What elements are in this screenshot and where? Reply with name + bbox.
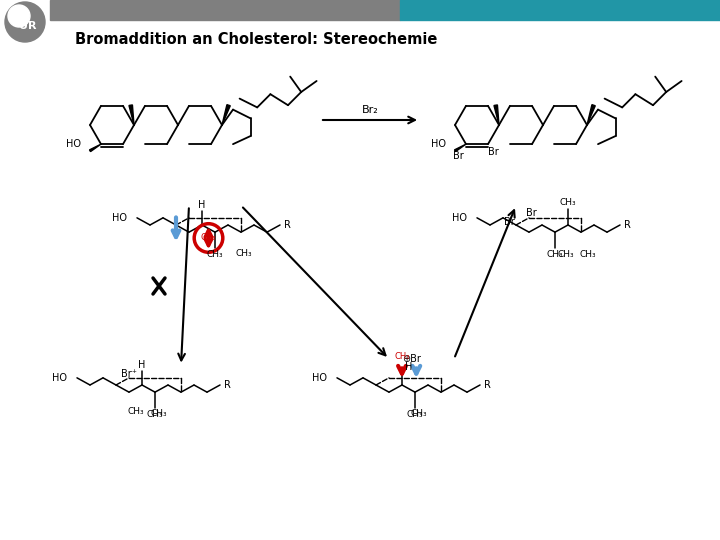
Polygon shape (587, 105, 595, 125)
Text: CH₃: CH₃ (150, 409, 167, 418)
Text: CH₃: CH₃ (559, 198, 576, 207)
Text: UR: UR (19, 21, 37, 31)
Bar (400, 0, 720, 20)
Text: H: H (198, 200, 206, 211)
Text: Br: Br (487, 147, 498, 157)
Text: R: R (624, 220, 631, 230)
Polygon shape (454, 144, 466, 152)
Polygon shape (129, 105, 134, 125)
Text: Br: Br (453, 151, 464, 161)
Text: Br⁺: Br⁺ (121, 369, 137, 379)
Polygon shape (494, 105, 499, 125)
Text: HO: HO (312, 373, 327, 383)
Text: CH₃: CH₃ (407, 410, 423, 420)
Text: CH₃: CH₃ (557, 251, 574, 259)
Text: CH₃: CH₃ (127, 407, 144, 415)
Polygon shape (89, 144, 101, 152)
Text: HO: HO (431, 139, 446, 149)
Text: HO: HO (66, 139, 81, 149)
Circle shape (8, 5, 30, 27)
Text: ⊕Br: ⊕Br (402, 354, 420, 364)
Text: R: R (284, 220, 291, 230)
Text: CH₃: CH₃ (395, 352, 410, 361)
Circle shape (5, 2, 45, 42)
Text: CH₃: CH₃ (207, 251, 223, 259)
Text: H: H (405, 362, 412, 372)
Text: CH₃: CH₃ (235, 249, 252, 258)
Text: HO: HO (451, 213, 467, 223)
Text: HO: HO (52, 373, 66, 383)
Text: CH₃: CH₃ (201, 233, 216, 242)
Text: Br: Br (526, 208, 537, 218)
Polygon shape (222, 105, 230, 125)
Text: CH₃: CH₃ (147, 410, 163, 420)
Text: CH₃: CH₃ (546, 251, 563, 259)
Text: Bromaddition an Cholesterol: Stereochemie: Bromaddition an Cholesterol: Stereochemi… (75, 32, 437, 48)
Text: HO: HO (112, 213, 127, 223)
Bar (50, 0, 400, 20)
Text: H: H (138, 361, 145, 370)
Text: Br₂: Br₂ (361, 105, 379, 115)
Text: R: R (225, 380, 231, 390)
Text: Br: Br (504, 217, 515, 227)
Text: R: R (485, 380, 491, 390)
Text: CH₃: CH₃ (410, 409, 427, 418)
Text: CH₃: CH₃ (579, 251, 596, 259)
